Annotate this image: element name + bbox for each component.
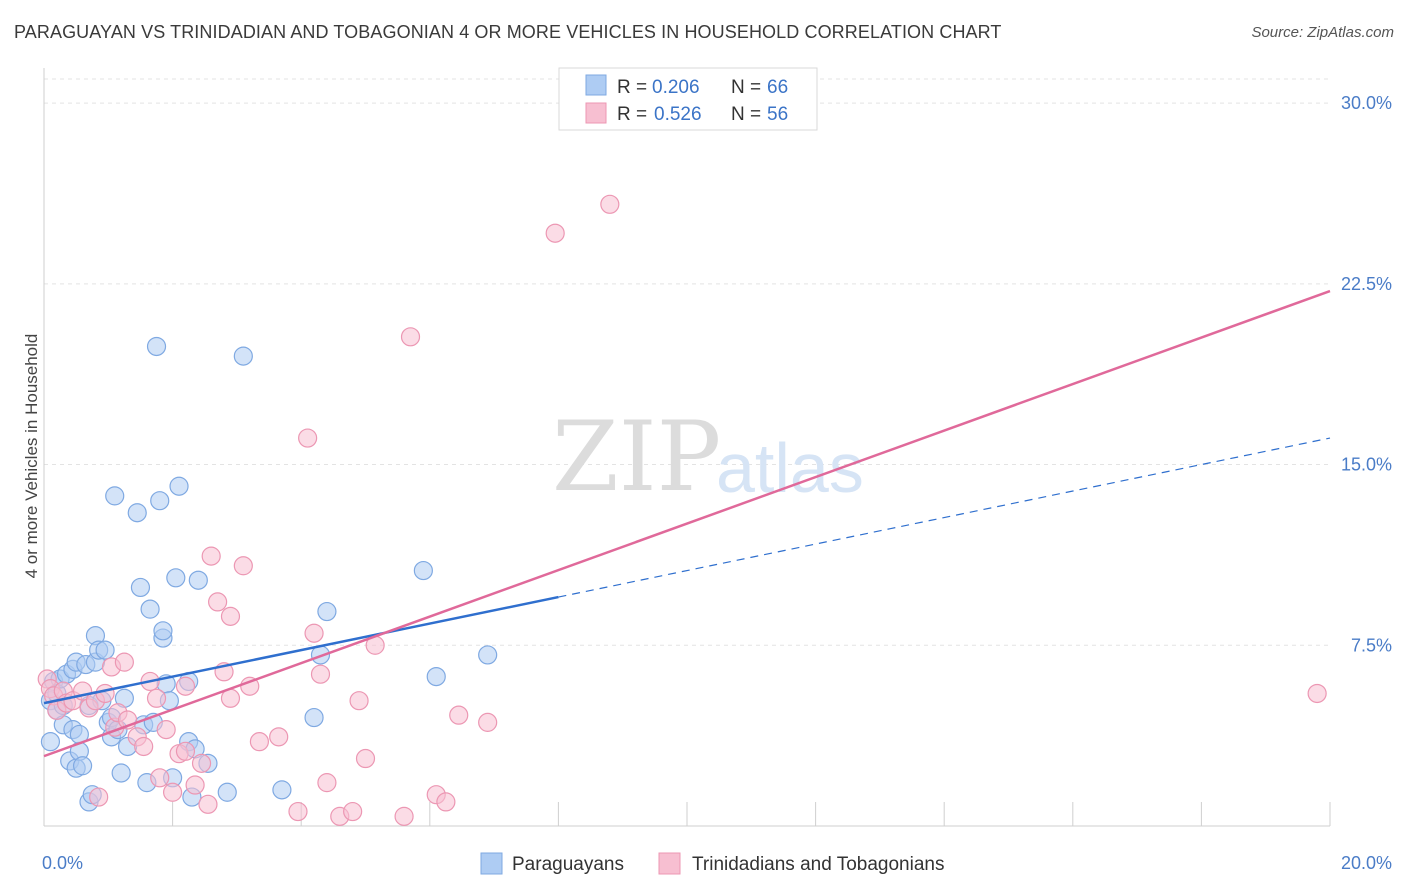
point-paraguayans-29: [105, 486, 125, 506]
trend-line-paraguayans-projection: [558, 437, 1331, 598]
legend-swatch-paraguayans: [585, 74, 607, 96]
point-trinidad-15: [114, 652, 134, 672]
point-trinidad-21: [150, 768, 170, 788]
point-trinidad-20: [146, 688, 167, 708]
legend-r-value-1: 0.206: [652, 77, 700, 98]
legend-r-value-2: 0.526: [654, 104, 702, 125]
point-trinidad-11: [95, 683, 115, 704]
point-trinidad-35: [233, 556, 253, 576]
y-tick-label-3: 30.0%: [1341, 93, 1392, 113]
legend-n-value-1: 66: [767, 77, 788, 98]
x-tick-label-1: 20.0%: [1341, 853, 1392, 873]
bottom-legend-swatch-trinidad: [658, 852, 681, 875]
point-trinidad-52: [436, 792, 456, 812]
point-trinidad-22: [156, 720, 176, 740]
legend-box: R = 0.206 N = 66 R = 0.526 N = 56: [558, 67, 818, 131]
point-paraguayans-58: [304, 707, 324, 728]
point-paraguayans-35: [130, 577, 151, 598]
point-trinidad-40: [298, 428, 318, 448]
point-paraguayans-31: [111, 763, 131, 783]
trend-line-paraguayans: [43, 595, 559, 705]
source-label: Source: ZipAtlas.com: [1251, 24, 1394, 41]
chart-title: PARAGUAYAN VS TRINIDADIAN AND TOBAGONIAN…: [14, 22, 1002, 42]
point-trinidad-47: [355, 748, 376, 769]
x-tick-label-0: 0.0%: [42, 853, 83, 873]
point-paraguayans-34: [127, 503, 147, 523]
point-trinidad-23: [163, 782, 183, 802]
x-tick-labels: 0.0% 20.0%: [42, 853, 1392, 873]
point-trinidad-39: [288, 801, 308, 822]
point-trinidad-30: [201, 546, 221, 566]
point-paraguayans-57: [272, 780, 292, 800]
point-trinidad-50: [400, 327, 421, 347]
point-trinidad-27: [185, 775, 205, 795]
point-paraguayans-63: [478, 645, 498, 665]
point-paraguayans-47: [166, 568, 186, 588]
point-paraguayans-61: [413, 560, 433, 581]
point-trinidad-37: [249, 732, 270, 752]
point-trinidad-26: [175, 676, 196, 696]
bottom-legend-swatch-paraguayans: [480, 852, 503, 875]
legend-r-label-1: R =: [617, 77, 647, 98]
point-trinidad-28: [191, 753, 212, 773]
legend-n-value-2: 56: [767, 104, 788, 125]
point-paraguayans-38: [140, 599, 160, 619]
point-trinidad-42: [310, 664, 331, 684]
watermark-zip: ZIP: [552, 401, 721, 513]
point-trinidad-43: [317, 773, 337, 793]
point-trinidad-53: [449, 705, 469, 725]
point-paraguayans-62: [426, 666, 446, 687]
point-trinidad-56: [600, 194, 620, 214]
point-trinidad-55: [545, 223, 565, 243]
y-tick-labels: 7.5% 15.0% 22.5% 30.0%: [1341, 93, 1392, 655]
point-trinidad-45: [343, 801, 363, 822]
bottom-legend-label-paraguayans: Paraguayans: [512, 854, 624, 875]
point-paraguayans-60: [317, 601, 337, 622]
y-tick-label-0: 7.5%: [1351, 635, 1392, 655]
series-trinidad: [37, 103, 1327, 826]
point-paraguayans-16: [72, 756, 93, 776]
legend-r-label-2: R =: [617, 104, 647, 125]
point-paraguayans-53: [188, 570, 208, 590]
point-trinidad-31: [208, 592, 228, 612]
y-axis-label: 4 or more Vehicles in Household: [22, 334, 41, 579]
legend-swatch-trinidad: [585, 102, 607, 124]
point-paraguayans-1: [40, 732, 61, 752]
point-trinidad-59: [1307, 683, 1327, 704]
point-paraguayans-43: [153, 621, 173, 641]
point-paraguayans-40: [146, 336, 167, 357]
series-paraguayans: [40, 336, 498, 812]
legend-n-label-1: N =: [731, 77, 761, 98]
point-trinidad-49: [394, 806, 414, 826]
y-tick-label-1: 15.0%: [1341, 455, 1392, 475]
point-trinidad-25: [175, 741, 196, 761]
point-trinidad-38: [269, 727, 289, 747]
trend-lines: [43, 289, 1331, 758]
point-trinidad-54: [478, 712, 498, 732]
point-trinidad-29: [198, 794, 218, 814]
legend-n-label-2: N =: [731, 104, 761, 125]
point-trinidad-41: [304, 623, 324, 643]
bottom-legend: Paraguayans Trinidadians and Tobagonians: [480, 852, 944, 875]
point-paraguayans-25: [95, 640, 115, 660]
y-tick-label-2: 22.5%: [1341, 274, 1392, 294]
bottom-legend-label-trinidad: Trinidadians and Tobagonians: [692, 854, 944, 875]
point-paraguayans-55: [217, 782, 237, 802]
point-paraguayans-41: [150, 491, 170, 511]
point-trinidad-18: [134, 736, 154, 757]
point-trinidad-34: [220, 606, 241, 626]
point-paraguayans-48: [169, 476, 189, 496]
point-paraguayans-56: [233, 346, 253, 366]
trend-line-trinidad: [43, 289, 1331, 758]
point-trinidad-10: [89, 787, 109, 807]
point-trinidad-46: [349, 691, 369, 711]
